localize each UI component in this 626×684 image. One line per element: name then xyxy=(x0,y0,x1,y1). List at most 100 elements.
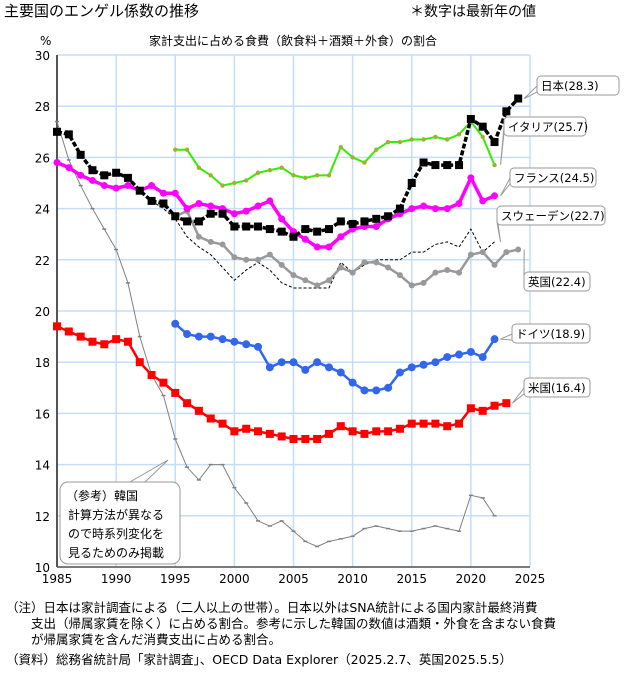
y-tick-label: 18 xyxy=(35,356,50,370)
y-tick-label: 20 xyxy=(35,305,50,319)
series-1-point xyxy=(326,173,332,178)
series-group xyxy=(53,94,523,548)
series-2-point xyxy=(431,205,439,213)
series-0-point xyxy=(466,115,475,123)
series-0-point xyxy=(301,225,310,234)
callout-box xyxy=(523,271,591,292)
series-0-point xyxy=(514,94,523,103)
series-4-point xyxy=(266,251,273,258)
y-tick-label: 12 xyxy=(35,510,50,524)
figure-remark: ＊数字は最新年の値 xyxy=(410,4,536,20)
series-4-point xyxy=(314,282,321,289)
series-6-point xyxy=(324,429,333,438)
series-2-point xyxy=(242,207,250,215)
series-6-point xyxy=(301,435,310,443)
series-2-point xyxy=(207,202,215,210)
series-0-point xyxy=(407,179,416,187)
series-0-point xyxy=(384,212,393,221)
y-tick-label: 28 xyxy=(35,100,50,114)
series-0-point xyxy=(265,225,274,234)
y-tick-label: 14 xyxy=(35,459,50,473)
callout-pointer xyxy=(128,459,169,483)
series-0-point xyxy=(147,196,156,205)
series-1-point xyxy=(492,162,497,168)
series-4-point xyxy=(491,261,498,268)
series-1-point xyxy=(255,170,261,175)
series-1-point xyxy=(196,165,202,170)
series-5-point xyxy=(443,353,452,362)
series-2-point xyxy=(195,199,203,207)
series-2-point xyxy=(467,174,475,182)
series-5-point xyxy=(277,358,286,367)
series-6-point xyxy=(159,378,168,387)
series-5-point xyxy=(254,342,263,351)
series-6-point xyxy=(490,401,499,410)
series-1-point xyxy=(397,139,403,145)
series-5-point xyxy=(431,358,440,367)
series-6-point xyxy=(478,406,487,415)
series-label-4: 英国(22.4) xyxy=(528,275,586,289)
series-0-point xyxy=(348,219,357,228)
series-2-point xyxy=(479,197,487,205)
series-2-point xyxy=(408,205,416,213)
series-0-point xyxy=(324,225,333,234)
series-5-point xyxy=(313,358,322,367)
callout-box xyxy=(536,75,620,96)
series-2-point xyxy=(65,164,73,172)
series-6-point xyxy=(372,427,381,436)
callout-pointer xyxy=(500,177,511,197)
series-label-1: イタリア(25.7) xyxy=(508,120,588,134)
series-label-3: スウェーデン(22.7) xyxy=(501,209,605,223)
series-6-point xyxy=(112,335,121,344)
series-5-point xyxy=(490,335,499,344)
series-4-point xyxy=(243,256,250,263)
series-1-point xyxy=(314,173,320,178)
callouts: 日本(28.3) イタリア(25.7) フランス(24.5) スウェーデン(22.7)… xyxy=(59,75,620,565)
callout-box xyxy=(496,205,606,226)
series-4-point xyxy=(503,249,510,256)
x-tick-label: 1990 xyxy=(101,572,132,586)
series-0-point xyxy=(395,204,404,213)
series-5-point xyxy=(336,368,345,377)
callout-pointer xyxy=(511,386,525,404)
callout-box xyxy=(511,323,591,344)
series-2-point xyxy=(53,159,61,167)
series-2-point xyxy=(148,182,156,190)
note-line-2: 支出（帰属家賃を除く）に占める割合。参考に示した韓国の数値は酒類・外食を含まない… xyxy=(6,616,557,631)
series-6-point xyxy=(53,322,61,331)
series-0-point xyxy=(230,222,239,231)
series-0-point xyxy=(277,227,286,236)
series-6-point xyxy=(395,424,404,433)
x-tick-label: 2010 xyxy=(337,572,368,586)
series-label-0: 日本(28.3) xyxy=(541,79,599,93)
series-4-point xyxy=(420,279,427,286)
series-2-point xyxy=(313,243,321,251)
series-label-2: フランス(24.5) xyxy=(514,171,594,185)
series-label-5: ドイツ(18.9) xyxy=(516,327,585,341)
series-label-6: 米国(16.4) xyxy=(528,381,586,395)
series-6-point xyxy=(230,427,239,436)
series-4-line xyxy=(174,209,519,287)
series-1-point xyxy=(291,173,296,178)
series-1-point xyxy=(456,132,462,137)
series-6-point xyxy=(147,371,156,379)
x-tick-label: 2020 xyxy=(456,572,487,586)
series-0-point xyxy=(289,232,298,241)
series-5-point xyxy=(183,330,192,339)
series-6-point xyxy=(123,337,132,346)
series-0-point xyxy=(206,209,215,218)
series-4-point xyxy=(361,259,368,266)
series-2-point xyxy=(455,199,463,207)
series-4-point xyxy=(515,246,522,253)
series-1-point xyxy=(433,134,438,140)
series-6-point xyxy=(443,422,452,431)
series-1-point xyxy=(362,160,367,165)
series-1-point xyxy=(350,155,355,160)
series-2-point xyxy=(325,243,333,251)
series-5-point xyxy=(372,386,381,395)
series-5-point xyxy=(348,378,357,387)
series-0-point xyxy=(242,222,251,231)
series-5-point xyxy=(218,335,227,344)
series-0-point xyxy=(194,217,203,226)
series-4-point xyxy=(231,254,238,261)
